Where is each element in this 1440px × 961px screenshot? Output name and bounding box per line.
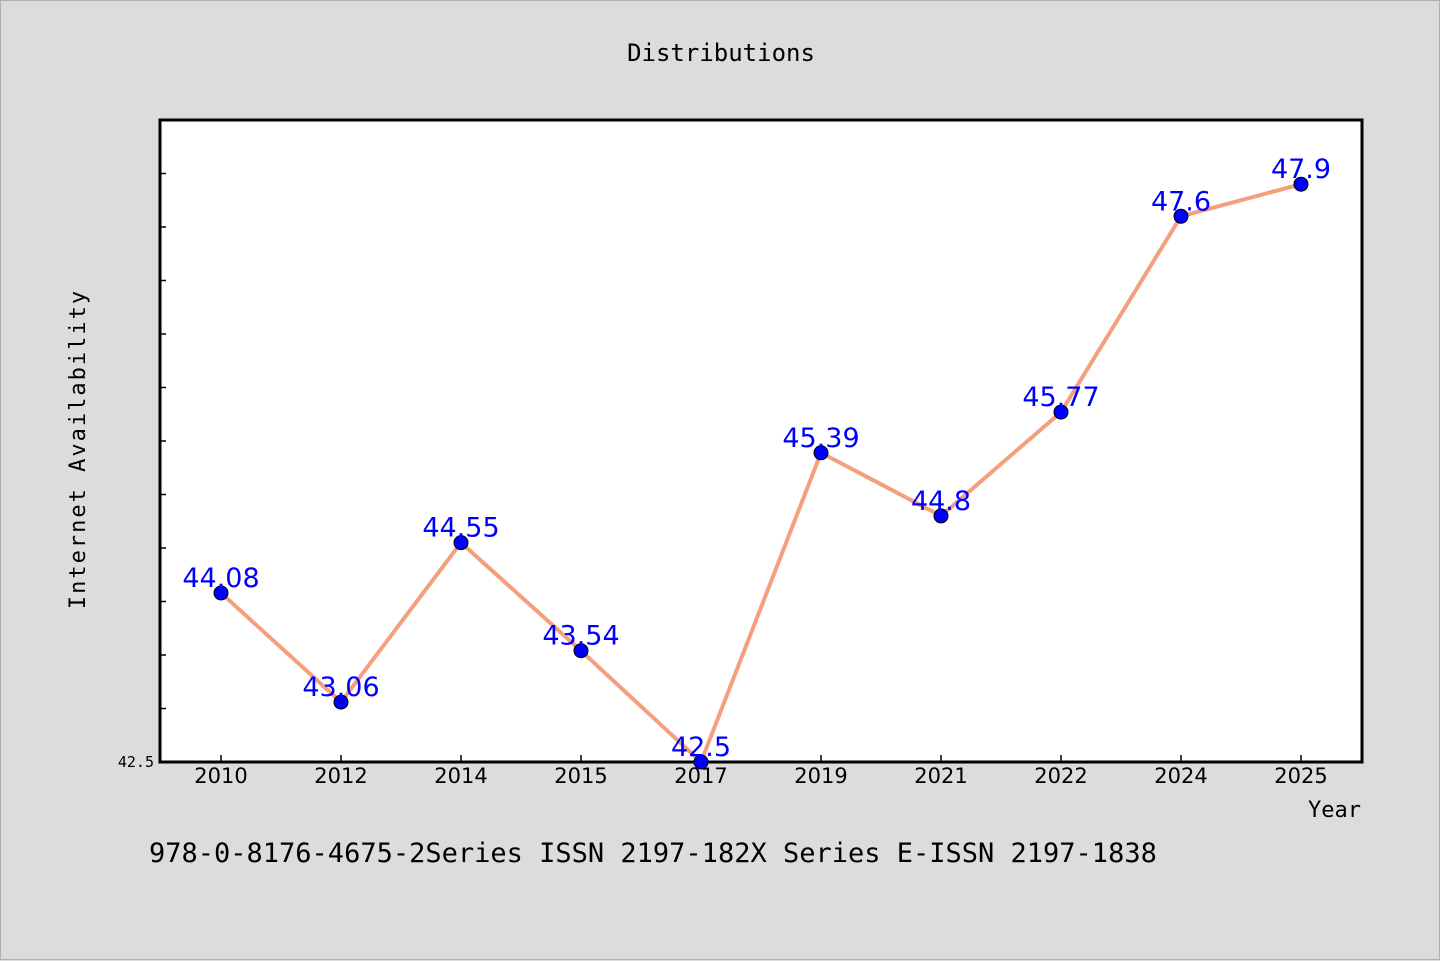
data-point [333, 694, 349, 710]
footer-text: 978-0-8176-4675-2Series ISSN 2197-182X S… [149, 838, 1157, 869]
data-label: 43.54 [542, 621, 619, 652]
x-tick-label: 2014 [434, 764, 487, 788]
data-label: 47.6 [1151, 186, 1211, 217]
data-labels: 44.08 43.06 44.55 43.54 42.5 45.39 44.8 45.77 47… [182, 154, 1331, 763]
data-point [693, 754, 709, 770]
x-tick-label: 2022 [1034, 764, 1087, 788]
data-label: 45.39 [782, 423, 859, 454]
data-label: 45.77 [1022, 382, 1099, 413]
x-tick-label: 2024 [1154, 764, 1207, 788]
x-tick-label: 2025 [1274, 764, 1327, 788]
data-point [933, 508, 949, 524]
y-tick-label: 42.5 [118, 753, 154, 771]
data-label: 43.06 [302, 672, 379, 703]
data-label: 42.5 [671, 732, 731, 763]
series-line [219, 182, 1303, 764]
data-point [1173, 208, 1189, 224]
chart-title: Distributions [627, 39, 815, 67]
x-tick-label: 2015 [554, 764, 607, 788]
x-axis: 2010 2012 2014 2015 2017 2019 2021 2022 2024 2025 [194, 755, 1328, 788]
data-point [1293, 176, 1309, 192]
data-point [213, 585, 229, 601]
x-tick-label: 2021 [914, 764, 967, 788]
data-markers [213, 176, 1309, 770]
data-point [1053, 404, 1069, 420]
data-label: 44.08 [182, 563, 259, 594]
x-tick-label: 2019 [794, 764, 847, 788]
x-axis-title: Year [1308, 798, 1361, 823]
data-point [813, 445, 829, 461]
data-point [453, 535, 469, 551]
y-axis-title: Internet Availability [66, 289, 91, 609]
plot-area [158, 118, 1364, 764]
data-label: 47.9 [1271, 154, 1331, 185]
x-tick-label: 2010 [194, 764, 247, 788]
y-axis-ticks [160, 119, 166, 763]
data-label: 44.8 [911, 486, 971, 517]
x-tick-label: 2012 [314, 764, 367, 788]
data-point [573, 643, 589, 659]
data-label: 44.55 [422, 513, 499, 544]
